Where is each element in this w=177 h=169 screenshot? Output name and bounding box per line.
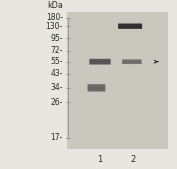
FancyBboxPatch shape xyxy=(118,23,142,29)
FancyBboxPatch shape xyxy=(122,59,142,64)
FancyBboxPatch shape xyxy=(119,25,141,28)
Text: 95-: 95- xyxy=(50,33,63,43)
Bar xyxy=(67,12,168,149)
Text: 1: 1 xyxy=(97,155,103,164)
FancyBboxPatch shape xyxy=(89,87,104,90)
Text: kDa: kDa xyxy=(47,1,63,10)
Text: 55-: 55- xyxy=(50,57,63,66)
Text: 17-: 17- xyxy=(50,133,63,142)
FancyBboxPatch shape xyxy=(90,61,110,63)
FancyBboxPatch shape xyxy=(123,61,141,63)
Text: 180-: 180- xyxy=(46,13,63,22)
Text: 2: 2 xyxy=(130,155,135,164)
FancyBboxPatch shape xyxy=(89,59,111,65)
Text: 34-: 34- xyxy=(50,83,63,92)
FancyBboxPatch shape xyxy=(88,84,105,92)
Text: 130-: 130- xyxy=(46,22,63,31)
Text: 26-: 26- xyxy=(50,98,63,107)
Text: 43-: 43- xyxy=(50,69,63,78)
Text: 72-: 72- xyxy=(50,46,63,55)
